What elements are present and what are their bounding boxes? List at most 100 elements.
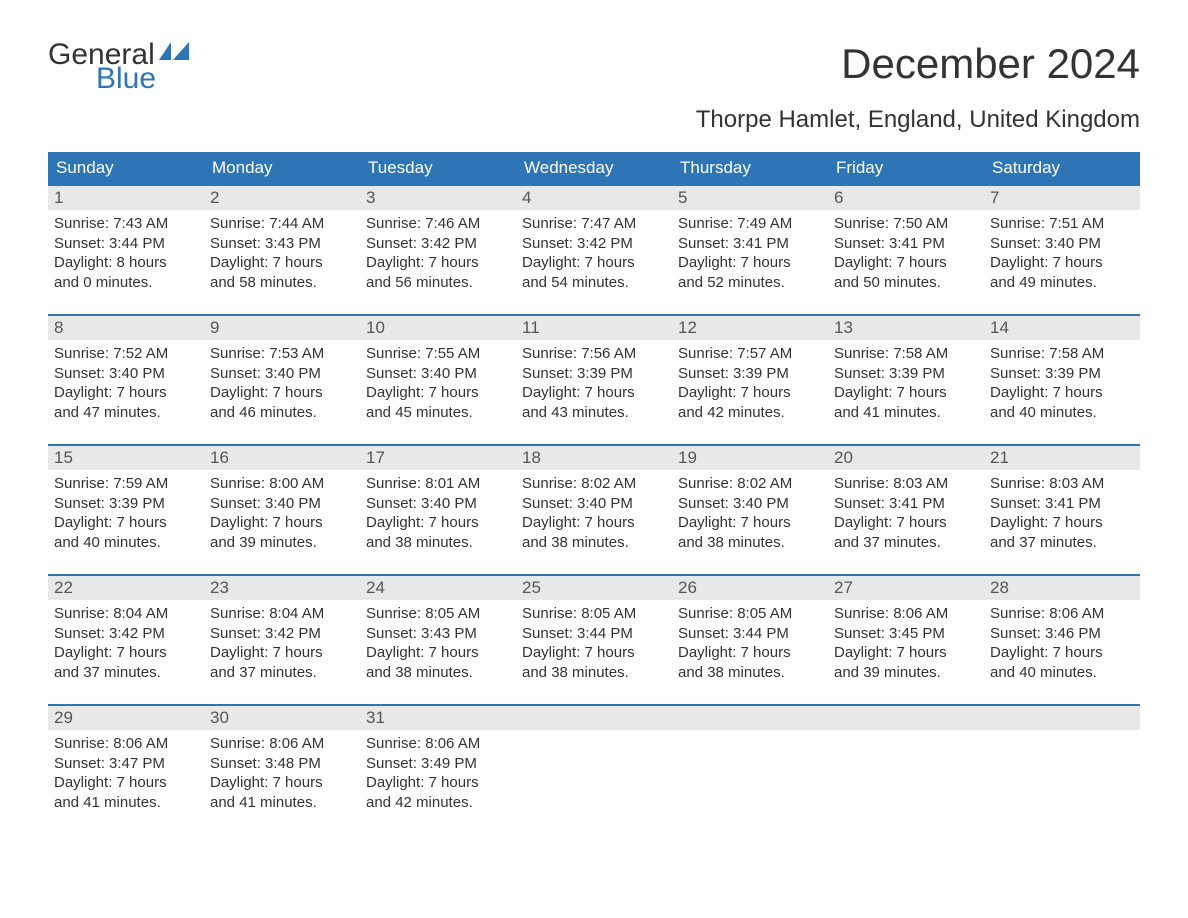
day-cell: Sunrise: 7:56 AMSunset: 3:39 PMDaylight:… [516, 340, 672, 426]
sunset-line: Sunset: 3:40 PM [522, 494, 666, 514]
daylight-line2: and 40 minutes. [990, 403, 1134, 423]
sunrise-value: 8:06 AM [893, 605, 948, 622]
sunset-value: 3:40 PM [1045, 235, 1101, 252]
daylight-hours: 7 hours [585, 644, 635, 661]
week-row: 1234567Sunrise: 7:43 AMSunset: 3:44 PMDa… [48, 184, 1140, 296]
sunset-line: Sunset: 3:42 PM [210, 624, 354, 644]
day-cell: Sunrise: 8:05 AMSunset: 3:43 PMDaylight:… [360, 600, 516, 686]
day-cell: Sunrise: 7:51 AMSunset: 3:40 PMDaylight:… [984, 210, 1140, 296]
sunrise-value: 7:57 AM [737, 345, 792, 362]
sunrise-label: Sunrise: [210, 735, 265, 752]
sunset-value: 3:42 PM [577, 235, 633, 252]
daylight-hours: 7 hours [429, 644, 479, 661]
sunset-value: 3:42 PM [109, 625, 165, 642]
day-number: 14 [984, 316, 1140, 340]
title-block: December 2024 Thorpe Hamlet, England, Un… [696, 40, 1140, 144]
daylight-label: Daylight: [990, 514, 1048, 531]
daylight-line2: and 41 minutes. [834, 403, 978, 423]
daylight-hours: 7 hours [741, 254, 791, 271]
sunrise-line: Sunrise: 8:06 AM [54, 734, 198, 754]
sunrise-value: 8:05 AM [737, 605, 792, 622]
daylight-hours: 7 hours [429, 384, 479, 401]
sunrise-label: Sunrise: [366, 215, 421, 232]
day-cell [984, 730, 1140, 816]
daylight-line1: Daylight: 7 hours [366, 773, 510, 793]
daylight-line1: Daylight: 7 hours [678, 383, 822, 403]
day-cell: Sunrise: 8:03 AMSunset: 3:41 PMDaylight:… [984, 470, 1140, 556]
weekday-header: Tuesday [360, 152, 516, 184]
sunrise-line: Sunrise: 8:01 AM [366, 474, 510, 494]
sunset-value: 3:40 PM [421, 365, 477, 382]
sunset-value: 3:41 PM [889, 235, 945, 252]
day-number: 28 [984, 576, 1140, 600]
sunset-line: Sunset: 3:46 PM [990, 624, 1134, 644]
sunrise-label: Sunrise: [678, 345, 733, 362]
daylight-hours: 7 hours [273, 384, 323, 401]
location-subtitle: Thorpe Hamlet, England, United Kingdom [696, 106, 1140, 134]
daylight-line2: and 37 minutes. [210, 663, 354, 683]
sunrise-line: Sunrise: 7:43 AM [54, 214, 198, 234]
weekday-header: Thursday [672, 152, 828, 184]
sunrise-line: Sunrise: 8:06 AM [210, 734, 354, 754]
daylight-hours: 7 hours [117, 384, 167, 401]
sunrise-label: Sunrise: [366, 345, 421, 362]
sunrise-value: 7:52 AM [113, 345, 168, 362]
day-number: 8 [48, 316, 204, 340]
sunset-value: 3:40 PM [733, 495, 789, 512]
sunrise-label: Sunrise: [210, 475, 265, 492]
sunset-label: Sunset: [990, 365, 1041, 382]
daynum-strip: 15161718192021 [48, 446, 1140, 470]
sunset-line: Sunset: 3:42 PM [366, 234, 510, 254]
sunrise-value: 8:06 AM [425, 735, 480, 752]
sunset-label: Sunset: [366, 495, 417, 512]
daylight-label: Daylight: [210, 384, 268, 401]
day-number: 1 [48, 186, 204, 210]
daylight-label: Daylight: [54, 514, 112, 531]
sunrise-value: 7:59 AM [113, 475, 168, 492]
sunrise-label: Sunrise: [834, 475, 889, 492]
sunrise-label: Sunrise: [522, 605, 577, 622]
sunset-line: Sunset: 3:40 PM [990, 234, 1134, 254]
daylight-label: Daylight: [54, 254, 112, 271]
day-number: 16 [204, 446, 360, 470]
sunset-value: 3:40 PM [577, 495, 633, 512]
day-number: 7 [984, 186, 1140, 210]
sunrise-label: Sunrise: [990, 475, 1045, 492]
sunset-line: Sunset: 3:42 PM [522, 234, 666, 254]
sunset-label: Sunset: [210, 625, 261, 642]
sunrise-line: Sunrise: 8:06 AM [990, 604, 1134, 624]
sunset-value: 3:43 PM [265, 235, 321, 252]
daylight-label: Daylight: [366, 774, 424, 791]
sunrise-label: Sunrise: [834, 345, 889, 362]
header: General Blue December 2024 Thorpe Hamlet… [48, 40, 1140, 144]
day-number: 30 [204, 706, 360, 730]
sunset-line: Sunset: 3:40 PM [210, 494, 354, 514]
sunset-label: Sunset: [678, 625, 729, 642]
sunset-line: Sunset: 3:47 PM [54, 754, 198, 774]
daylight-hours: 7 hours [429, 774, 479, 791]
daylight-line1: Daylight: 7 hours [678, 253, 822, 273]
daylight-label: Daylight: [54, 774, 112, 791]
sunrise-line: Sunrise: 8:02 AM [522, 474, 666, 494]
daylight-label: Daylight: [54, 384, 112, 401]
logo-word2: Blue [48, 64, 189, 94]
daylight-label: Daylight: [54, 644, 112, 661]
sunset-line: Sunset: 3:49 PM [366, 754, 510, 774]
sunset-value: 3:39 PM [733, 365, 789, 382]
sunset-value: 3:39 PM [577, 365, 633, 382]
day-number: 27 [828, 576, 984, 600]
daylight-label: Daylight: [366, 644, 424, 661]
day-cell [672, 730, 828, 816]
sunrise-label: Sunrise: [54, 735, 109, 752]
sunrise-line: Sunrise: 8:05 AM [366, 604, 510, 624]
sunrise-value: 8:05 AM [581, 605, 636, 622]
day-number: 4 [516, 186, 672, 210]
daylight-hours: 7 hours [429, 254, 479, 271]
day-number: 15 [48, 446, 204, 470]
sunrise-label: Sunrise: [210, 215, 265, 232]
day-cell: Sunrise: 8:04 AMSunset: 3:42 PMDaylight:… [48, 600, 204, 686]
sunrise-label: Sunrise: [990, 345, 1045, 362]
daylight-label: Daylight: [990, 384, 1048, 401]
sunset-line: Sunset: 3:40 PM [210, 364, 354, 384]
sunrise-label: Sunrise: [990, 605, 1045, 622]
